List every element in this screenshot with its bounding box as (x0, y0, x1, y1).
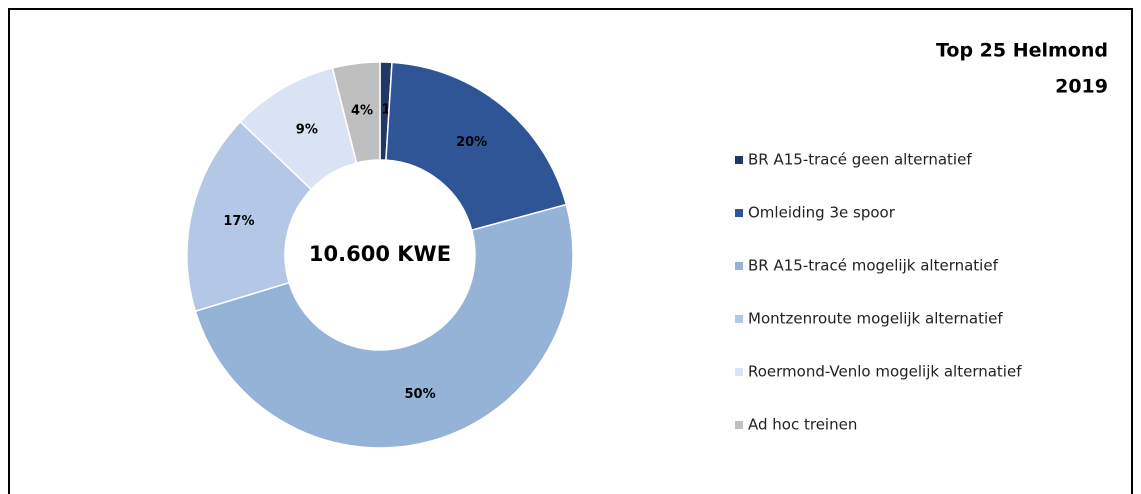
legend-swatch (735, 262, 743, 270)
legend-swatch (735, 421, 743, 429)
chart-frame (8, 8, 1133, 494)
legend-swatch (735, 315, 743, 323)
legend-label: Montzenroute mogelijk alternatief (748, 310, 1003, 328)
data-label: 50% (405, 387, 436, 402)
donut-slice (385, 61, 568, 232)
legend-swatch (735, 156, 743, 164)
legend-label: Ad hoc treinen (748, 416, 857, 434)
legend-label: Roermond-Venlo mogelijk alternatief (748, 363, 1022, 381)
data-label: 20% (456, 135, 487, 150)
center-label: 10.600 KWE (309, 242, 451, 266)
legend-swatch (735, 209, 743, 217)
legend-swatch (735, 368, 743, 376)
legend-label: BR A15-tracé mogelijk alternatief (748, 257, 999, 275)
data-label: 4% (351, 104, 373, 119)
legend-label: Omleiding 3e spoor (748, 204, 896, 222)
donut-slice (194, 203, 574, 449)
legend-label: BR A15-tracé geen alternatief (748, 151, 972, 169)
donut-slice (186, 120, 313, 313)
chart-title: Top 25 Helmond (936, 40, 1108, 62)
data-label: 17% (223, 214, 254, 229)
data-label: 9% (296, 122, 318, 137)
donut-slice (331, 61, 381, 164)
chart-title: 2019 (1055, 76, 1108, 98)
